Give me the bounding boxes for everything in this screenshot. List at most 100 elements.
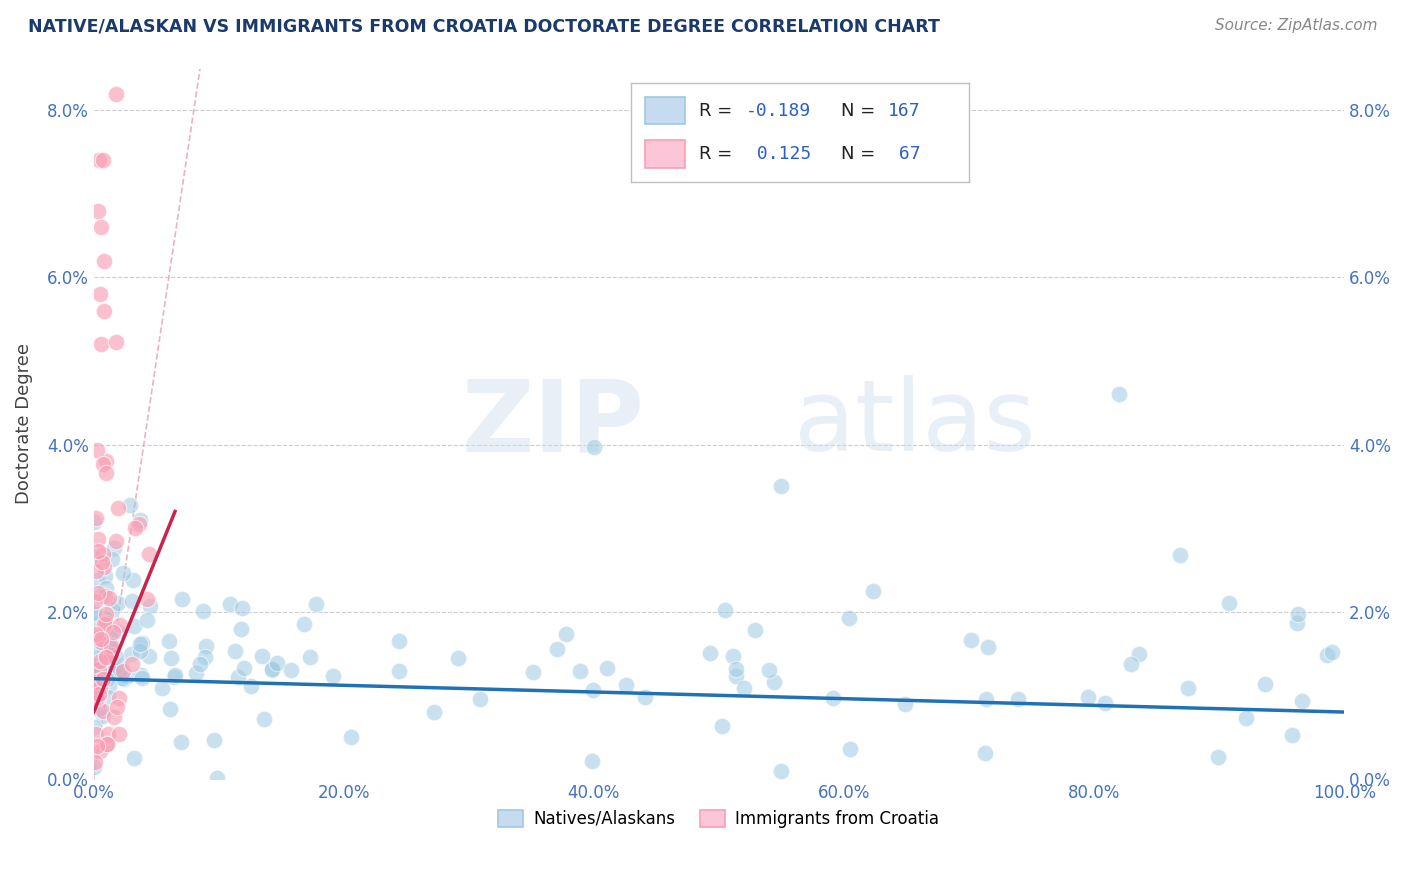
Point — [110, 658, 132, 673]
Point — [101, 602, 124, 616]
Point — [89, 662, 111, 676]
Point — [96, 653, 118, 667]
Point — [725, 662, 748, 676]
Point — [103, 710, 125, 724]
Point — [104, 650, 127, 665]
Point — [84, 627, 107, 641]
Point — [262, 664, 284, 678]
Point — [93, 253, 115, 268]
Point — [89, 589, 111, 603]
Point — [112, 672, 135, 686]
Point — [86, 443, 108, 458]
Point — [128, 644, 150, 658]
Point — [101, 625, 124, 640]
Point — [253, 712, 276, 726]
Point — [112, 566, 135, 580]
Point — [83, 665, 105, 680]
Point — [226, 670, 249, 684]
Point — [973, 746, 995, 760]
Point — [100, 648, 122, 663]
Point — [101, 551, 124, 566]
Point — [262, 662, 284, 676]
Point — [121, 593, 143, 607]
Point — [91, 705, 114, 719]
Point — [97, 672, 120, 686]
Point — [89, 657, 111, 672]
Point — [150, 681, 173, 695]
Point — [107, 501, 129, 516]
Point — [124, 751, 146, 765]
Point — [84, 510, 107, 524]
Point — [87, 585, 110, 599]
Point — [84, 565, 107, 579]
Point — [87, 687, 110, 701]
Point — [224, 644, 246, 658]
Point — [121, 573, 143, 587]
Point — [202, 732, 225, 747]
Point — [84, 594, 107, 608]
Point — [97, 690, 120, 705]
Point — [762, 675, 785, 690]
Point — [120, 647, 142, 661]
Point — [101, 638, 124, 652]
Point — [83, 550, 105, 565]
Point — [582, 683, 605, 698]
Point — [388, 665, 411, 679]
Point — [110, 664, 132, 678]
Point — [105, 334, 128, 349]
Point — [129, 668, 152, 682]
Point — [83, 656, 105, 670]
Point — [163, 670, 186, 684]
Point — [714, 602, 737, 616]
Point — [94, 569, 117, 583]
Point — [93, 560, 115, 574]
Point — [468, 692, 491, 706]
Point — [93, 643, 115, 657]
Point — [83, 669, 105, 683]
Point — [139, 599, 162, 613]
Point — [87, 624, 110, 639]
Point — [93, 617, 115, 632]
Point — [862, 583, 884, 598]
Point — [94, 671, 117, 685]
Point — [86, 671, 108, 685]
Point — [388, 634, 411, 648]
Point — [569, 664, 592, 678]
Point — [87, 690, 110, 704]
Point — [231, 623, 253, 637]
Point — [823, 691, 845, 706]
Point — [87, 664, 110, 678]
Point — [633, 690, 655, 704]
Legend: Natives/Alaskans, Immigrants from Croatia: Natives/Alaskans, Immigrants from Croati… — [492, 803, 946, 835]
Point — [111, 671, 134, 685]
Point — [89, 654, 111, 668]
Point — [1168, 549, 1191, 563]
Point — [111, 664, 134, 678]
Point — [614, 678, 637, 692]
Point — [107, 624, 129, 638]
Point — [90, 220, 112, 235]
Point — [1007, 692, 1029, 706]
Point — [94, 466, 117, 480]
Point — [595, 661, 617, 675]
Point — [1234, 711, 1257, 725]
Point — [188, 657, 211, 672]
Point — [86, 552, 108, 566]
Point — [838, 611, 860, 625]
Point — [138, 547, 160, 561]
Point — [292, 617, 315, 632]
Point — [105, 533, 128, 548]
Text: atlas: atlas — [794, 376, 1036, 472]
Point — [98, 648, 121, 662]
Point — [86, 203, 108, 218]
Point — [83, 658, 105, 673]
Point — [136, 592, 159, 607]
Point — [108, 618, 131, 632]
Point — [90, 632, 112, 646]
Point — [105, 699, 128, 714]
Y-axis label: Doctorate Degree: Doctorate Degree — [15, 343, 32, 504]
Point — [138, 649, 160, 664]
Point — [91, 457, 114, 471]
Point — [97, 659, 120, 673]
Point — [298, 650, 321, 665]
